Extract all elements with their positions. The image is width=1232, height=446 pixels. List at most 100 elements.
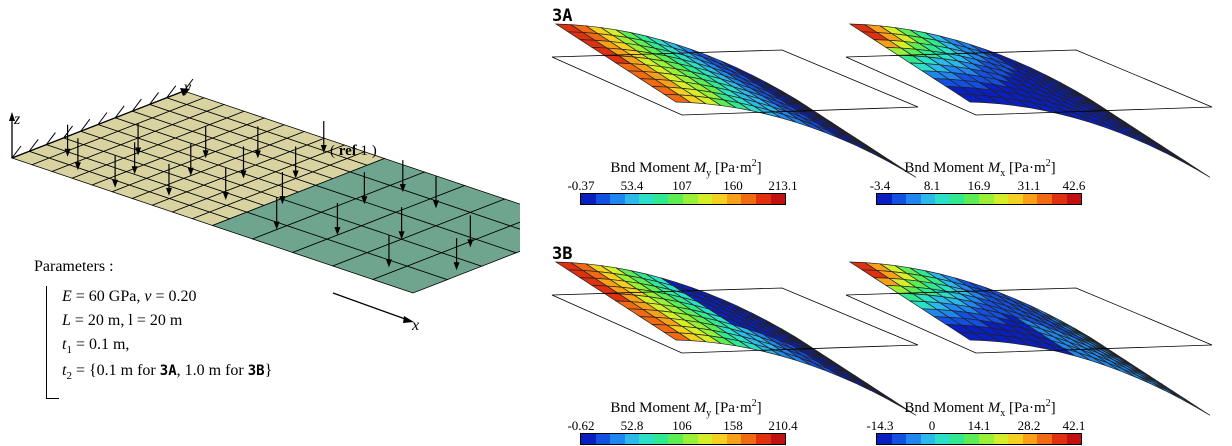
tick-3b-mx-0: -14.3 xyxy=(866,418,894,433)
load-arrow-head xyxy=(135,147,142,156)
colorbar-segment xyxy=(639,434,654,444)
colorbar-segment xyxy=(1066,194,1082,204)
colorbar-segment xyxy=(1008,434,1023,444)
x-axis-label: x xyxy=(411,317,419,334)
colorbar-segment xyxy=(595,434,611,444)
param-t1-value: = 0.1 m, xyxy=(71,336,130,353)
colorbar-segment xyxy=(712,434,727,444)
results-surfaces xyxy=(551,23,1213,416)
load-arrow-head xyxy=(273,221,280,230)
colorbar-segment xyxy=(920,194,936,204)
surface-cell xyxy=(888,398,917,416)
param-line-t2: t2 = {0.1 m for 3A, 1.0 m for 3B} xyxy=(62,362,272,382)
clamp-hatch xyxy=(97,112,108,125)
param-t2-case-b: 3B xyxy=(247,363,265,379)
clamp-hatch xyxy=(46,132,56,145)
load-arrow-head xyxy=(112,179,119,188)
param-L-symbol: L xyxy=(62,312,71,329)
colorbar-segment xyxy=(891,194,907,204)
tick-3a-my-4: 213.1 xyxy=(768,178,798,193)
load-arrow-head xyxy=(399,184,406,193)
colorbar-segment xyxy=(697,194,713,204)
load-arrow-head xyxy=(334,227,341,236)
colorbar-segment xyxy=(979,194,994,204)
colorbar-segment xyxy=(610,434,625,444)
param-E-symbol: E xyxy=(62,288,72,305)
load-arrow-head xyxy=(131,166,138,175)
clamp-hatch xyxy=(114,105,125,119)
surface-3a-my xyxy=(551,23,919,178)
load-arrow-head xyxy=(279,196,286,205)
load-arrow-head xyxy=(385,259,392,268)
colorbar-3b-mx xyxy=(876,433,1082,445)
colorbar-segment xyxy=(770,434,786,444)
load-arrow-head xyxy=(361,196,368,205)
tick-3b-my-3: 158 xyxy=(723,418,743,433)
tick-3a-mx-1: 8.1 xyxy=(923,178,941,193)
surface-3a-mx xyxy=(845,23,1213,178)
clamp-hatch xyxy=(149,92,160,105)
colorbar-segment xyxy=(712,194,727,204)
colorbar-segment xyxy=(949,434,965,444)
surface-cell xyxy=(888,160,917,178)
colorbar-title-3b-mx: Bnd Moment Mx [Pa·m2] xyxy=(904,398,1056,419)
colorbar-segment xyxy=(877,434,892,444)
colorbar-segment xyxy=(581,194,596,204)
colorbar-segment xyxy=(726,194,742,204)
tick-3a-mx-2: 16.9 xyxy=(967,178,991,193)
tick-3a-mx-3: 31.1 xyxy=(1017,178,1041,193)
axes xyxy=(9,88,414,323)
tick-3b-mx-1: 0 xyxy=(928,418,936,433)
colorbar-3a-my xyxy=(580,193,786,205)
colorbar-segment xyxy=(979,434,994,444)
plate-cell xyxy=(474,225,520,254)
param-L-value: = 20 m, l = 20 m xyxy=(70,312,183,329)
load-arrow-head xyxy=(453,262,460,271)
colorbar-segment xyxy=(1022,194,1038,204)
colorbar-segment xyxy=(741,194,756,204)
colorbar-segment xyxy=(1022,434,1038,444)
tick-3b-my-1: 52.8 xyxy=(620,418,644,433)
colorbar-segment xyxy=(1051,194,1067,204)
colorbar-segment xyxy=(683,434,698,444)
tick-3b-my-4: 210.4 xyxy=(768,418,798,433)
load-arrow-head xyxy=(222,191,229,200)
colorbar-segment xyxy=(920,434,936,444)
load-arrow-head xyxy=(292,170,299,179)
clamp-hatch xyxy=(28,139,39,152)
param-line-material: E = 60 GPa, ν = 0.20 xyxy=(62,288,197,306)
parameters-bracket xyxy=(46,286,59,399)
load-arrow-head xyxy=(254,150,261,159)
colorbar-segment xyxy=(906,434,921,444)
surface-cell xyxy=(1182,160,1211,178)
colorbar-segment xyxy=(1066,434,1082,444)
tick-3b-mx-4: 42.1 xyxy=(1062,418,1086,433)
load-arrow-head xyxy=(187,167,194,176)
load-arrow-head xyxy=(320,145,327,154)
tick-3a-my-2: 107 xyxy=(672,178,692,193)
colorbar-segment xyxy=(993,194,1009,204)
load-arrow-head xyxy=(398,231,405,240)
colorbar-segment xyxy=(653,434,669,444)
z-axis-label: z xyxy=(13,111,21,128)
clamp-hatch xyxy=(166,85,177,98)
colorbar-3a-mx xyxy=(876,193,1082,205)
tick-3a-my-3: 160 xyxy=(723,178,743,193)
clamp-hatch xyxy=(11,145,22,159)
parameters-title: Parameters : xyxy=(34,258,114,275)
colorbar-segment xyxy=(624,434,640,444)
colorbar-segment xyxy=(935,194,950,204)
tick-3b-my-0: -0.62 xyxy=(567,418,595,433)
clamp-hatch xyxy=(63,125,73,139)
colorbar-3b-my xyxy=(580,433,786,445)
param-nu-value: = 0.20 xyxy=(151,288,197,305)
load-arrow-head xyxy=(165,187,172,196)
colorbar-segment xyxy=(770,194,786,204)
tick-3b-my-2: 106 xyxy=(672,418,692,433)
colorbar-segment xyxy=(624,194,640,204)
load-arrow-head xyxy=(64,148,71,157)
clamp-hatch xyxy=(131,98,142,112)
case-label-3b: 3B xyxy=(552,244,573,264)
tick-3b-mx-3: 28.2 xyxy=(1017,418,1041,433)
colorbar-segment xyxy=(668,434,684,444)
